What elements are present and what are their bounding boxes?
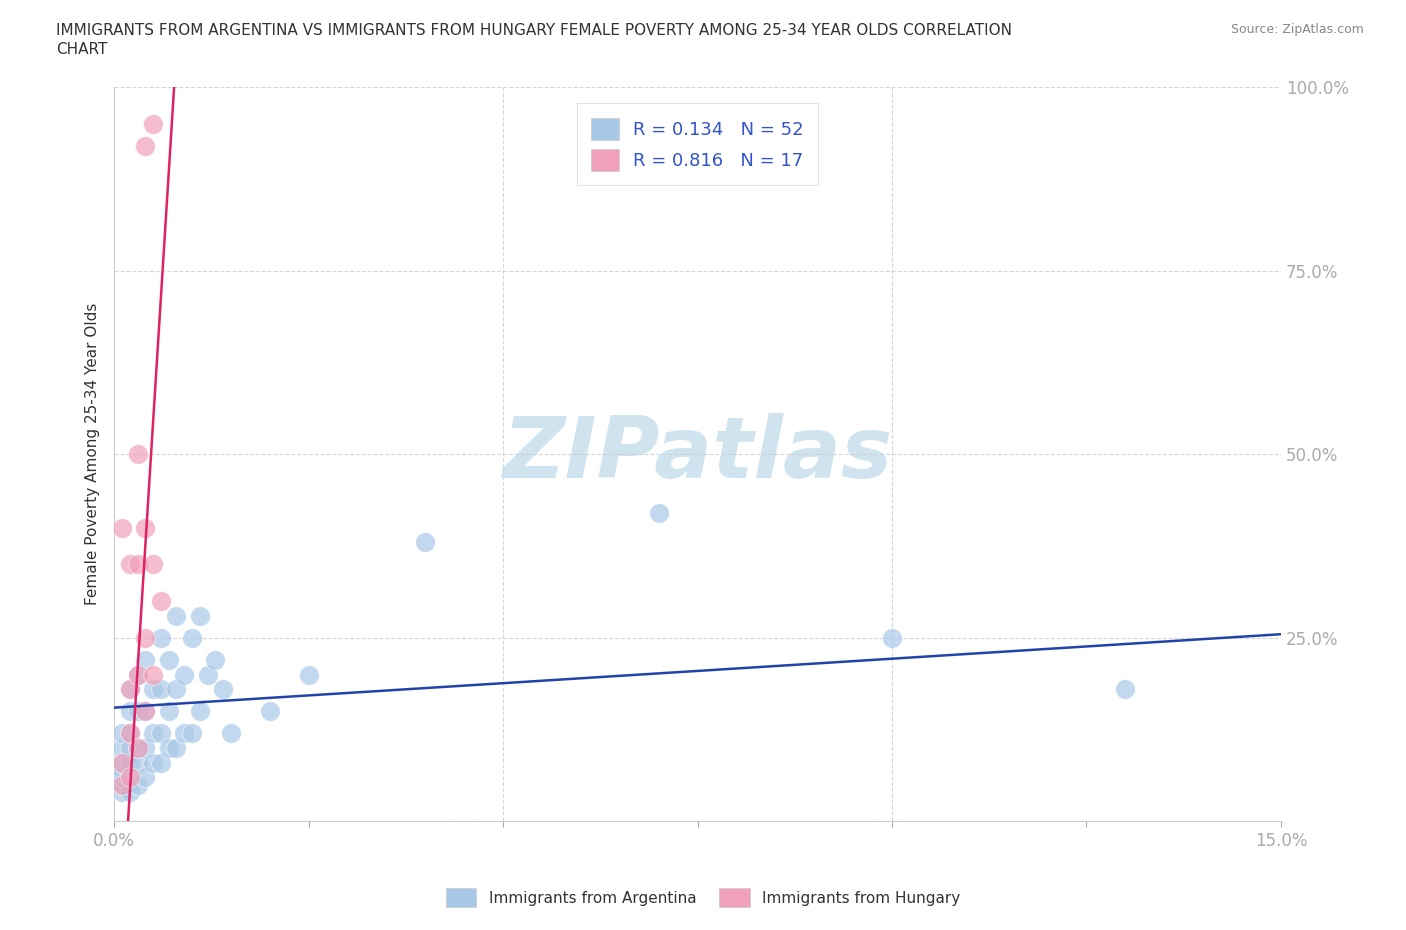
Point [118,785,141,800]
Point [118,770,141,785]
Point [127,755,149,770]
Point [134,631,156,645]
Point [204,653,226,668]
Point [134,704,156,719]
Point [134,653,156,668]
Point [134,740,156,755]
Point [219,726,242,741]
Point [1114,682,1136,697]
Point [415,535,437,550]
Point [149,631,172,645]
Point [149,593,172,608]
Point [142,557,165,572]
Point [111,777,134,792]
Point [212,682,235,697]
Point [111,763,134,777]
Point [142,667,165,682]
Point [111,755,134,770]
Point [118,726,141,741]
Point [111,785,134,800]
Point [142,726,165,741]
Point [118,682,141,697]
Point [127,557,149,572]
Point [181,726,204,741]
Point [298,667,321,682]
Point [111,740,134,755]
Point [157,704,180,719]
Legend: R = 0.134   N = 52, R = 0.816   N = 17: R = 0.134 N = 52, R = 0.816 N = 17 [576,103,818,185]
Point [149,682,172,697]
Point [181,631,204,645]
Point [197,667,219,682]
Point [118,740,141,755]
Point [134,770,156,785]
Point [118,755,141,770]
Point [142,116,165,131]
Point [157,653,180,668]
Point [173,726,195,741]
Point [127,740,149,755]
Text: Source: ZipAtlas.com: Source: ZipAtlas.com [1230,23,1364,36]
Point [880,631,903,645]
Text: ZIPatlas: ZIPatlas [502,413,893,496]
Point [188,608,211,623]
Point [127,777,149,792]
Legend: Immigrants from Argentina, Immigrants from Hungary: Immigrants from Argentina, Immigrants fr… [440,883,966,913]
Point [142,682,165,697]
Point [142,755,165,770]
Point [647,506,669,521]
Point [111,726,134,741]
Point [165,608,187,623]
Point [111,770,134,785]
Point [157,740,180,755]
Point [134,139,156,153]
Point [188,704,211,719]
Point [165,682,187,697]
Point [127,667,149,682]
Point [118,704,141,719]
Point [173,667,195,682]
Point [118,682,141,697]
Point [118,557,141,572]
Point [127,446,149,461]
Point [118,726,141,741]
Point [111,755,134,770]
Point [111,520,134,535]
Point [149,726,172,741]
Point [118,770,141,785]
Point [127,740,149,755]
Y-axis label: Female Poverty Among 25-34 Year Olds: Female Poverty Among 25-34 Year Olds [86,303,100,605]
Point [165,740,187,755]
Point [127,667,149,682]
Point [259,704,281,719]
Point [134,704,156,719]
Point [134,520,156,535]
Text: CHART: CHART [56,42,108,57]
Text: IMMIGRANTS FROM ARGENTINA VS IMMIGRANTS FROM HUNGARY FEMALE POVERTY AMONG 25-34 : IMMIGRANTS FROM ARGENTINA VS IMMIGRANTS … [56,23,1012,38]
Point [127,704,149,719]
Point [111,777,134,792]
Point [149,755,172,770]
